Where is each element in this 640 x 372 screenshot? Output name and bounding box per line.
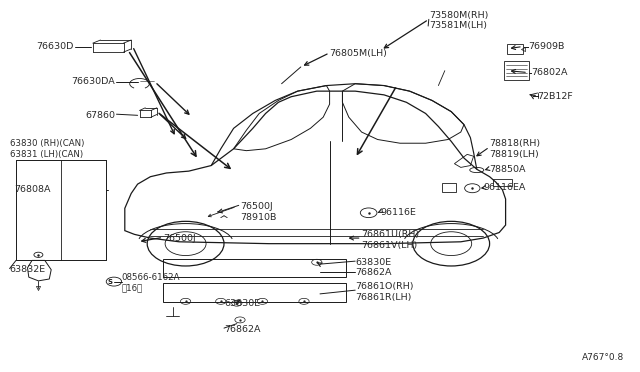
Text: 76909B: 76909B	[528, 42, 564, 51]
Text: 78850A: 78850A	[490, 165, 526, 174]
Bar	[163, 259, 346, 277]
Text: 76808A: 76808A	[14, 185, 51, 194]
Text: 67860: 67860	[85, 111, 115, 120]
Bar	[163, 283, 346, 302]
Text: 63832E: 63832E	[10, 265, 45, 274]
Text: 76500J: 76500J	[240, 202, 273, 211]
Text: 76805M(LH): 76805M(LH)	[330, 49, 387, 58]
Text: 63830E: 63830E	[224, 299, 260, 308]
Text: 08566-6162A
（16）: 08566-6162A （16）	[122, 273, 180, 292]
Text: S: S	[108, 279, 113, 285]
Text: 76862A: 76862A	[355, 268, 392, 277]
Bar	[507, 44, 523, 54]
Bar	[493, 179, 512, 186]
Text: 76861O(RH)
76861R(LH): 76861O(RH) 76861R(LH)	[355, 282, 413, 302]
Text: 96116EA: 96116EA	[483, 183, 525, 192]
Bar	[442, 183, 456, 192]
Text: 78910B: 78910B	[240, 213, 276, 222]
Text: 76630DA: 76630DA	[72, 77, 115, 86]
Text: 76862A: 76862A	[224, 325, 260, 334]
Bar	[504, 61, 529, 80]
Text: 73580M(RH)
73581M(LH): 73580M(RH) 73581M(LH)	[429, 11, 488, 30]
Text: 63830 (RH)(CAN)
63831 (LH)(CAN): 63830 (RH)(CAN) 63831 (LH)(CAN)	[10, 139, 84, 158]
Text: 76802A: 76802A	[531, 68, 568, 77]
Text: 63830E: 63830E	[355, 258, 391, 267]
Text: 78818(RH)
78819(LH): 78818(RH) 78819(LH)	[490, 139, 541, 158]
Text: 76500J: 76500J	[163, 234, 196, 243]
Text: A767°0.8: A767°0.8	[582, 353, 624, 362]
Text: 72B12F: 72B12F	[538, 92, 573, 101]
Text: 96116E: 96116E	[381, 208, 417, 217]
Text: 76630D: 76630D	[36, 42, 74, 51]
Text: 76861U(RH)
76861V(LH): 76861U(RH) 76861V(LH)	[362, 230, 420, 250]
